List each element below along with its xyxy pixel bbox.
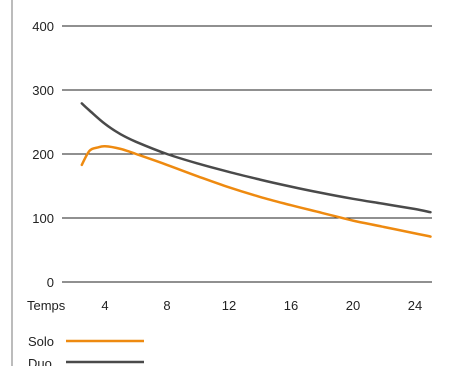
- y-tick-labels: 0 100 200 300 400: [32, 19, 54, 290]
- y-tick-label-300: 300: [32, 83, 54, 98]
- x-tick-label-16: 16: [284, 298, 298, 313]
- y-tick-label-100: 100: [32, 211, 54, 226]
- series-line-solo: [80, 145, 432, 238]
- y-tick-label-0: 0: [47, 275, 54, 290]
- x-tick-label-4: 4: [101, 298, 108, 313]
- x-tick-label-24: 24: [408, 298, 422, 313]
- series-group: [80, 102, 432, 238]
- gridlines: [62, 25, 432, 283]
- x-axis-label: Temps: [27, 298, 66, 313]
- x-tick-labels: Temps 4 8 12 16 20 24: [27, 298, 422, 313]
- legend-label-duo: Duo: [28, 356, 52, 366]
- y-tick-label-200: 200: [32, 147, 54, 162]
- legend: Solo Duo: [28, 334, 144, 366]
- x-tick-label-12: 12: [222, 298, 236, 313]
- x-tick-label-20: 20: [346, 298, 360, 313]
- y-tick-label-400: 400: [32, 19, 54, 34]
- series-line-duo: [80, 102, 432, 214]
- legend-label-solo: Solo: [28, 334, 54, 349]
- x-tick-label-8: 8: [163, 298, 170, 313]
